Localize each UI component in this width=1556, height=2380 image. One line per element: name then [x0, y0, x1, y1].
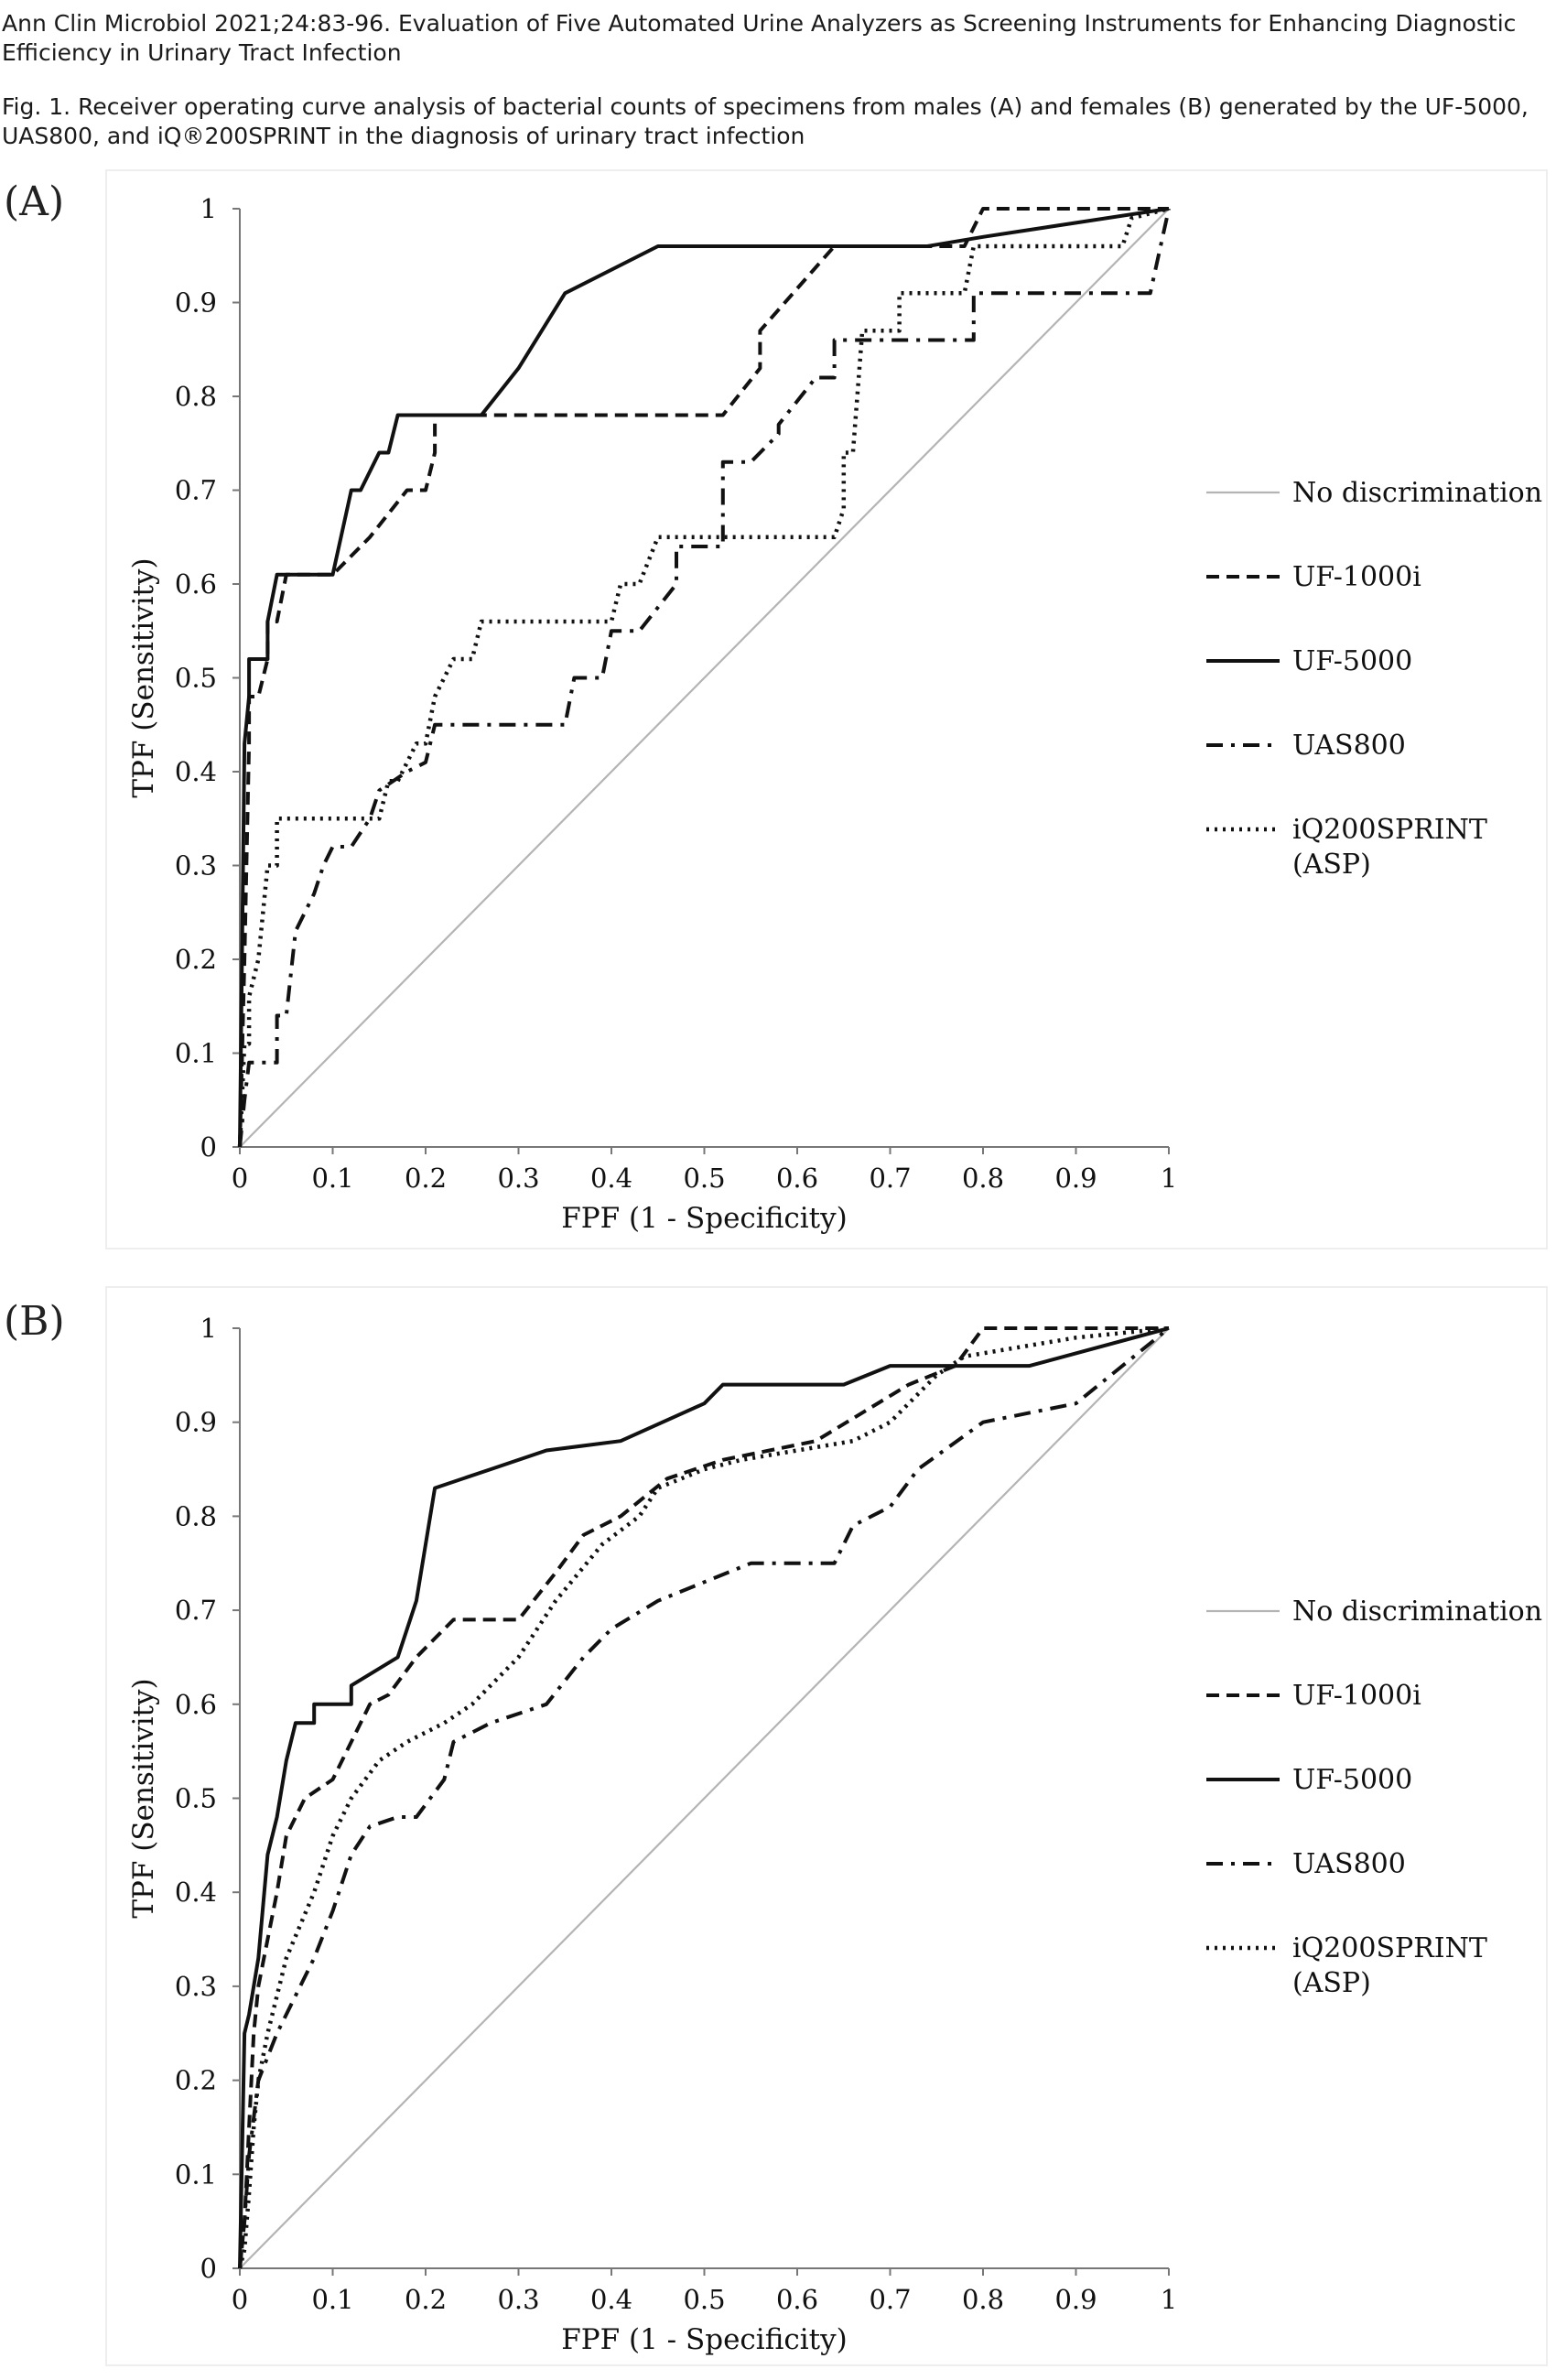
series-line-no-discrimination: [239, 1327, 1170, 2269]
series-line-iq200sprint-asp: [237, 1325, 1170, 2269]
legend-label: UF-1000i: [1292, 561, 1421, 593]
citation-text: Ann Clin Microbiol 2021;24:83-96. Evalua…: [2, 10, 1517, 66]
series-line-iq200sprint-asp: [237, 206, 1170, 1148]
x-tick-label: 1: [1161, 1163, 1177, 1194]
y-tick-label: 0.5: [175, 1783, 217, 1814]
legend-label: UAS800: [1292, 730, 1406, 762]
series-line-uas800: [238, 208, 1171, 1148]
x-tick-label: 0.9: [1054, 1163, 1097, 1194]
x-tick-label: 0.5: [683, 1163, 725, 1194]
x-tick-label: 0.3: [497, 2284, 539, 2315]
legend-label: (ASP): [1292, 849, 1371, 881]
legend-label: UF-1000i: [1292, 1680, 1421, 1712]
y-tick-label: 0.1: [175, 2158, 217, 2190]
y-tick-label: 0.4: [175, 1877, 217, 1908]
x-tick-label: 0.8: [962, 2284, 1004, 2315]
legend-label: UAS800: [1292, 1848, 1406, 1880]
x-tick-label: 0.6: [776, 1163, 818, 1194]
legend-label: iQ200SPRINT: [1292, 814, 1487, 846]
panel-b-label: (B): [4, 1298, 65, 1345]
panel-b-frame: [105, 1286, 1548, 2366]
x-tick-label: 0: [232, 2284, 248, 2315]
x-axis-title: FPF (1 - Specificity): [561, 2323, 847, 2356]
page-header: Ann Clin Microbiol 2021;24:83-96. Evalua…: [2, 9, 1540, 151]
y-tick-label: 0.5: [175, 663, 217, 694]
y-tick-label: 0.6: [175, 1689, 217, 1720]
x-tick-label: 0.2: [405, 2284, 447, 2315]
series-line-uf-1000i: [238, 1326, 1169, 2269]
legend-label: No discrimination: [1292, 1596, 1542, 1628]
y-tick-label: 0.4: [175, 756, 217, 787]
y-axis-title: TPF (Sensitivity): [127, 1678, 160, 1918]
series-line-no-discrimination: [239, 208, 1170, 1148]
x-tick-label: 0.5: [683, 2284, 725, 2315]
series-line-uas800: [238, 1326, 1171, 2269]
x-tick-label: 0.3: [497, 1163, 539, 1194]
y-tick-label: 0.8: [175, 381, 217, 412]
legend-label: (ASP): [1292, 1967, 1371, 1999]
y-tick-label: 0: [200, 1131, 217, 1163]
x-tick-label: 0.9: [1054, 2284, 1097, 2315]
legend-label: iQ200SPRINT: [1292, 1932, 1487, 1964]
legend-label: UF-5000: [1292, 645, 1412, 677]
legend-label: No discrimination: [1292, 477, 1542, 509]
figure-caption: Fig. 1. Receiver operating curve analysi…: [2, 93, 1529, 149]
y-tick-label: 0.2: [175, 944, 217, 975]
y-tick-label: 0.2: [175, 2065, 217, 2096]
x-tick-label: 0.8: [962, 1163, 1004, 1194]
y-axis-title: TPF (Sensitivity): [127, 557, 160, 797]
y-tick-label: 0: [200, 2253, 217, 2284]
x-tick-label: 1: [1161, 2284, 1177, 2315]
x-tick-label: 0.7: [869, 2284, 911, 2315]
y-tick-label: 0.1: [175, 1038, 217, 1069]
y-tick-label: 0.9: [175, 287, 217, 319]
legend-label: UF-5000: [1292, 1764, 1412, 1796]
y-tick-label: 0.3: [175, 1971, 217, 2002]
x-tick-label: 0.4: [590, 2284, 632, 2315]
y-tick-label: 0.9: [175, 1407, 217, 1438]
y-tick-label: 0.7: [175, 475, 217, 506]
y-tick-label: 0.3: [175, 850, 217, 882]
x-axis-title: FPF (1 - Specificity): [561, 1202, 847, 1235]
x-tick-label: 0.2: [405, 1163, 447, 1194]
x-tick-label: 0.1: [311, 1163, 353, 1194]
y-tick-label: 0.6: [175, 568, 217, 600]
y-tick-label: 1: [200, 193, 217, 224]
x-tick-label: 0.7: [869, 1163, 911, 1194]
series-line-uf-5000: [238, 1326, 1170, 2269]
panel-a-label: (A): [4, 178, 65, 225]
y-tick-label: 0.8: [175, 1500, 217, 1531]
panel-a-frame: [105, 169, 1548, 1250]
series-line-uf-5000: [238, 207, 1170, 1148]
x-tick-label: 0.6: [776, 2284, 818, 2315]
x-tick-label: 0.1: [311, 2284, 353, 2315]
y-tick-label: 0.7: [175, 1595, 217, 1626]
x-tick-label: 0.4: [590, 1163, 632, 1194]
x-tick-label: 0: [232, 1163, 248, 1194]
y-tick-label: 1: [200, 1313, 217, 1344]
